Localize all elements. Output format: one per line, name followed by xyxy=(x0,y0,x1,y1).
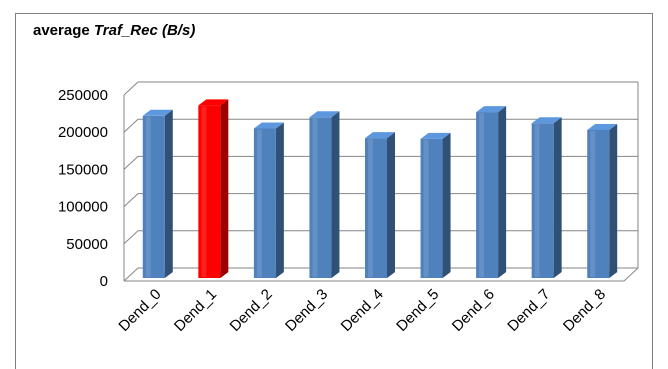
gridline xyxy=(123,267,638,282)
x-axis-ticks: Dend_0 Dend_1 Dend_2 Dend_3 Dend_4 Dend_5 Dend… xyxy=(115,286,609,335)
x-tick-label: Dend_0 xyxy=(115,286,164,335)
bar-dend-6 xyxy=(476,106,507,278)
bar-dend-2 xyxy=(253,122,284,279)
gridline xyxy=(123,81,638,96)
y-tick-label: 0 xyxy=(100,273,108,290)
bar-dend-0 xyxy=(142,109,173,278)
bar-dend-5 xyxy=(420,132,451,278)
y-tick-label: 200000 xyxy=(58,124,108,141)
gridline xyxy=(123,230,638,245)
x-tick-label: Dend_5 xyxy=(393,286,442,335)
axes xyxy=(123,82,639,282)
bar-dend-1 xyxy=(198,99,229,278)
chart-title: average Traf_Rec (B/s) xyxy=(33,22,195,39)
bars xyxy=(142,99,618,279)
x-tick-label: Dend_1 xyxy=(171,286,220,335)
x-tick-label: Dend_8 xyxy=(560,286,609,335)
x-tick-label: Dend_4 xyxy=(338,286,387,335)
gridline xyxy=(123,193,638,207)
grid-lines xyxy=(123,81,638,282)
y-tick-label: 150000 xyxy=(58,161,108,178)
y-tick-label: 100000 xyxy=(58,199,108,216)
y-tick-label: 50000 xyxy=(66,236,108,253)
gridline xyxy=(123,118,638,133)
x-tick-label: Dend_2 xyxy=(227,286,276,335)
chart-title-metric: Traf_Rec (B/s) xyxy=(93,22,196,39)
x-tick-label: Dend_3 xyxy=(282,286,331,335)
floor-edge xyxy=(124,267,639,282)
bar-dend-3 xyxy=(309,111,340,279)
bar-dend-8 xyxy=(587,123,618,278)
gridline xyxy=(123,155,638,170)
y-tick-label: 250000 xyxy=(58,87,108,104)
y-axis-ticks: 0 50000 100000 150000 200000 250000 xyxy=(58,87,108,290)
bar-dend-4 xyxy=(365,132,395,278)
x-tick-label: Dend_6 xyxy=(449,286,498,335)
x-tick-label: Dend_7 xyxy=(504,286,553,335)
bar-dend-7 xyxy=(531,117,562,278)
chart-title-prefix: average xyxy=(33,22,90,39)
